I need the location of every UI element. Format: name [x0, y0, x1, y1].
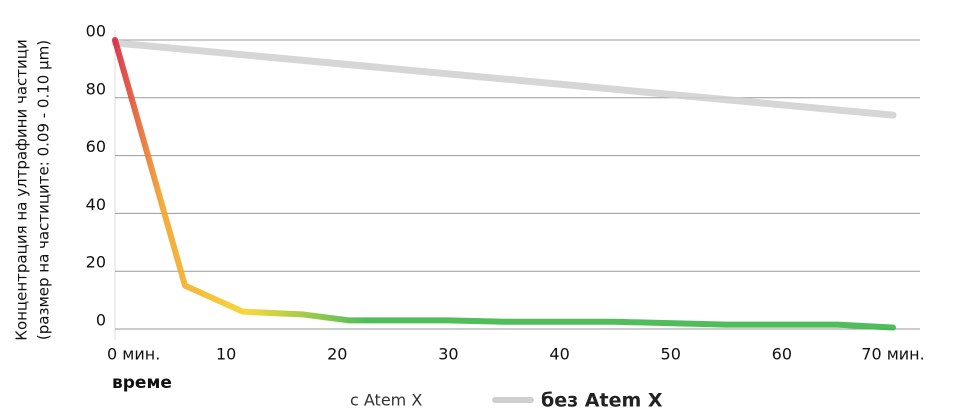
x-axis-title: време — [112, 373, 172, 393]
x-tick-label: 70 мин. — [861, 345, 924, 364]
y-label-line: (размер на частиците: 0.09 - 0.10 µm) — [35, 40, 53, 340]
y-tick-label: 60 — [86, 137, 106, 156]
y-tick-label: 80 — [86, 79, 106, 98]
data-line — [112, 37, 896, 331]
x-tick-label: 40 — [549, 345, 569, 364]
x-tick-label: 20 — [327, 345, 347, 364]
legend-label: с Atem X — [350, 391, 422, 409]
x-tick-label: 30 — [438, 345, 458, 364]
x-tick-label: 60 — [772, 345, 792, 364]
x-tick-label: 50 — [661, 345, 681, 364]
x-tick-label: 0 мин. — [107, 345, 160, 364]
y-tick-label: 20 — [86, 253, 106, 272]
x-tick-label: 10 — [216, 345, 236, 364]
y-tick-label: 0 — [96, 311, 106, 330]
y-tick-label: 40 — [86, 195, 106, 214]
y-label-line: Концентрация на ултрафини частици — [13, 39, 31, 340]
legend-label: без Atem X — [541, 390, 663, 409]
y-tick-label: 00 — [86, 22, 106, 41]
y-axis-title: Концентрация на ултрафини частици (разме… — [13, 39, 53, 340]
data-line — [111, 39, 897, 119]
